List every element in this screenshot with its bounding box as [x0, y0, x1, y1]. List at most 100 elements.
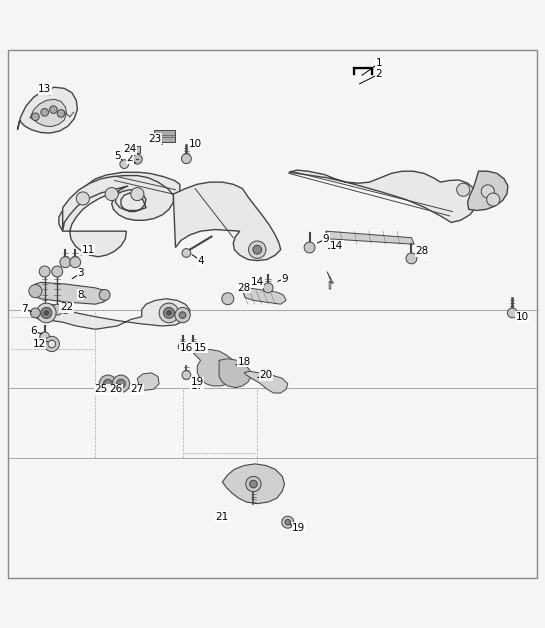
Text: 14: 14: [330, 241, 343, 251]
Circle shape: [487, 193, 500, 206]
Text: 2: 2: [126, 153, 133, 163]
Circle shape: [250, 480, 257, 488]
Text: 6: 6: [31, 327, 37, 337]
Text: 7: 7: [21, 303, 28, 313]
Polygon shape: [222, 464, 284, 504]
Text: 25: 25: [94, 384, 107, 394]
Circle shape: [131, 188, 144, 200]
Text: 27: 27: [131, 384, 144, 394]
Polygon shape: [34, 299, 190, 329]
Circle shape: [182, 249, 191, 257]
Circle shape: [182, 371, 191, 379]
Circle shape: [60, 304, 70, 313]
Circle shape: [246, 477, 261, 492]
Text: 16: 16: [180, 343, 193, 353]
Text: 15: 15: [194, 343, 207, 353]
Circle shape: [99, 290, 110, 300]
Polygon shape: [289, 170, 479, 222]
Circle shape: [132, 154, 142, 164]
Circle shape: [44, 311, 49, 315]
Circle shape: [406, 253, 417, 264]
Circle shape: [105, 188, 118, 200]
Circle shape: [70, 257, 81, 268]
Text: 17: 17: [191, 381, 204, 391]
Polygon shape: [137, 373, 159, 390]
Circle shape: [178, 342, 187, 351]
Circle shape: [120, 160, 129, 168]
Text: 12: 12: [33, 339, 46, 349]
Circle shape: [117, 379, 125, 388]
Circle shape: [104, 379, 112, 388]
Circle shape: [44, 337, 59, 352]
Circle shape: [249, 241, 266, 258]
Circle shape: [253, 246, 262, 254]
Polygon shape: [243, 288, 286, 304]
Polygon shape: [193, 349, 237, 386]
Circle shape: [481, 185, 494, 198]
Circle shape: [31, 308, 40, 318]
Circle shape: [181, 154, 191, 163]
Circle shape: [37, 303, 56, 323]
Circle shape: [304, 242, 315, 253]
Circle shape: [507, 308, 517, 318]
Text: 28: 28: [238, 283, 251, 293]
Circle shape: [112, 375, 130, 392]
Polygon shape: [17, 87, 77, 133]
Text: 5: 5: [114, 151, 120, 161]
Polygon shape: [30, 99, 66, 126]
Text: 22: 22: [60, 303, 73, 313]
Text: 13: 13: [38, 84, 51, 94]
Circle shape: [159, 303, 179, 323]
Circle shape: [222, 293, 234, 305]
FancyBboxPatch shape: [154, 131, 175, 143]
Text: 21: 21: [216, 512, 229, 522]
Text: 1: 1: [376, 58, 382, 68]
Circle shape: [457, 183, 470, 197]
Text: 19: 19: [191, 377, 204, 387]
Text: 2: 2: [376, 69, 382, 79]
Text: 19: 19: [292, 522, 305, 533]
Text: 10: 10: [516, 311, 529, 322]
Circle shape: [164, 308, 174, 318]
Circle shape: [39, 304, 50, 315]
Text: 23: 23: [149, 134, 162, 144]
Circle shape: [52, 266, 63, 277]
Text: 20: 20: [259, 370, 272, 380]
Polygon shape: [327, 271, 334, 289]
Polygon shape: [30, 283, 109, 304]
Text: 28: 28: [416, 246, 429, 256]
Circle shape: [282, 516, 294, 528]
Polygon shape: [468, 171, 508, 210]
Circle shape: [285, 519, 290, 525]
Text: 4: 4: [197, 256, 204, 266]
Circle shape: [175, 308, 190, 323]
Circle shape: [189, 342, 198, 351]
Polygon shape: [63, 176, 173, 231]
Polygon shape: [173, 182, 281, 261]
Text: 8: 8: [77, 290, 84, 300]
Circle shape: [57, 110, 65, 117]
Circle shape: [29, 284, 42, 298]
Circle shape: [76, 192, 89, 205]
Circle shape: [32, 113, 39, 121]
Text: 18: 18: [238, 357, 251, 367]
Circle shape: [41, 109, 49, 116]
Circle shape: [48, 340, 56, 348]
Circle shape: [60, 257, 71, 268]
Circle shape: [167, 311, 171, 315]
Circle shape: [179, 312, 186, 318]
Polygon shape: [59, 172, 180, 257]
Circle shape: [40, 332, 50, 342]
Circle shape: [39, 266, 50, 277]
Circle shape: [50, 106, 57, 114]
Text: 14: 14: [251, 278, 264, 288]
Text: 3: 3: [77, 268, 84, 278]
Circle shape: [99, 375, 117, 392]
Text: 26: 26: [109, 384, 122, 394]
Circle shape: [52, 304, 63, 315]
Polygon shape: [244, 371, 288, 393]
Circle shape: [41, 308, 52, 318]
Text: 11: 11: [82, 245, 95, 255]
Circle shape: [263, 283, 273, 293]
FancyBboxPatch shape: [131, 146, 140, 153]
